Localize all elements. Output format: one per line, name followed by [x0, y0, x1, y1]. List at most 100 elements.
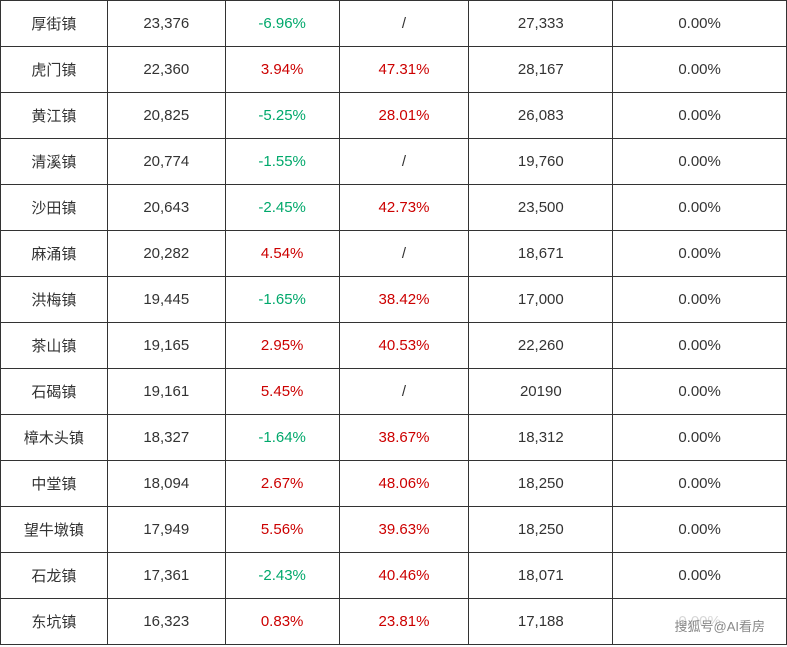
- cell-price: 22,360: [107, 47, 225, 93]
- cell-other: 18,671: [469, 231, 613, 277]
- cell-other: 18,250: [469, 507, 613, 553]
- cell-pct2: 48.06%: [339, 461, 469, 507]
- cell-pct1: 5.45%: [225, 369, 339, 415]
- table-row: 中堂镇18,0942.67%48.06%18,2500.00%: [1, 461, 787, 507]
- cell-other: 19,760: [469, 139, 613, 185]
- table-body: 厚街镇23,376-6.96%/27,3330.00%虎门镇22,3603.94…: [1, 1, 787, 645]
- cell-name: 麻涌镇: [1, 231, 108, 277]
- table-row: 麻涌镇20,2824.54%/18,6710.00%: [1, 231, 787, 277]
- cell-name: 茶山镇: [1, 323, 108, 369]
- cell-last: 0.00%: [613, 47, 787, 93]
- cell-pct1: -2.45%: [225, 185, 339, 231]
- cell-name: 沙田镇: [1, 185, 108, 231]
- cell-price: 18,094: [107, 461, 225, 507]
- cell-pct1: 2.95%: [225, 323, 339, 369]
- table-row: 石碣镇19,1615.45%/201900.00%: [1, 369, 787, 415]
- cell-last: 0.00%: [613, 369, 787, 415]
- cell-price: 20,643: [107, 185, 225, 231]
- cell-pct1: 3.94%: [225, 47, 339, 93]
- cell-last: 0.00%: [613, 277, 787, 323]
- table-row: 清溪镇20,774-1.55%/19,7600.00%: [1, 139, 787, 185]
- table-row: 樟木头镇18,327-1.64%38.67%18,3120.00%: [1, 415, 787, 461]
- table-row: 茶山镇19,1652.95%40.53%22,2600.00%: [1, 323, 787, 369]
- cell-pct2: 42.73%: [339, 185, 469, 231]
- cell-other: 26,083: [469, 93, 613, 139]
- cell-name: 石龙镇: [1, 553, 108, 599]
- table-row: 石龙镇17,361-2.43%40.46%18,0710.00%: [1, 553, 787, 599]
- cell-last: 0.00%: [613, 231, 787, 277]
- cell-pct2: /: [339, 1, 469, 47]
- cell-price: 17,361: [107, 553, 225, 599]
- cell-price: 18,327: [107, 415, 225, 461]
- cell-pct2: /: [339, 231, 469, 277]
- cell-pct2: 38.42%: [339, 277, 469, 323]
- price-table: 厚街镇23,376-6.96%/27,3330.00%虎门镇22,3603.94…: [0, 0, 787, 645]
- cell-other: 18,071: [469, 553, 613, 599]
- cell-pct1: -1.65%: [225, 277, 339, 323]
- cell-last: 0.00%: [613, 93, 787, 139]
- table-row: 望牛墩镇17,9495.56%39.63%18,2500.00%: [1, 507, 787, 553]
- cell-pct2: 23.81%: [339, 599, 469, 645]
- cell-pct1: -2.43%: [225, 553, 339, 599]
- cell-name: 黄江镇: [1, 93, 108, 139]
- cell-last: 0.00%: [613, 415, 787, 461]
- cell-price: 17,949: [107, 507, 225, 553]
- cell-price: 19,161: [107, 369, 225, 415]
- cell-last: 0.00%: [613, 185, 787, 231]
- cell-name: 樟木头镇: [1, 415, 108, 461]
- cell-price: 16,323: [107, 599, 225, 645]
- cell-price: 19,445: [107, 277, 225, 323]
- cell-other: 27,333: [469, 1, 613, 47]
- table-row: 洪梅镇19,445-1.65%38.42%17,0000.00%: [1, 277, 787, 323]
- table-row: 厚街镇23,376-6.96%/27,3330.00%: [1, 1, 787, 47]
- cell-other: 17,188: [469, 599, 613, 645]
- cell-price: 20,282: [107, 231, 225, 277]
- cell-name: 望牛墩镇: [1, 507, 108, 553]
- cell-last: 0.00%: [613, 139, 787, 185]
- cell-price: 23,376: [107, 1, 225, 47]
- cell-name: 洪梅镇: [1, 277, 108, 323]
- cell-pct1: -5.25%: [225, 93, 339, 139]
- cell-last: 0.00%: [613, 323, 787, 369]
- watermark-text: 搜狐号@AI看房: [671, 614, 769, 637]
- cell-price: 19,165: [107, 323, 225, 369]
- cell-pct1: -1.64%: [225, 415, 339, 461]
- table-row: 沙田镇20,643-2.45%42.73%23,5000.00%: [1, 185, 787, 231]
- cell-other: 23,500: [469, 185, 613, 231]
- cell-name: 清溪镇: [1, 139, 108, 185]
- cell-other: 17,000: [469, 277, 613, 323]
- cell-pct2: 38.67%: [339, 415, 469, 461]
- cell-pct2: 40.46%: [339, 553, 469, 599]
- cell-pct2: 47.31%: [339, 47, 469, 93]
- cell-name: 中堂镇: [1, 461, 108, 507]
- cell-price: 20,825: [107, 93, 225, 139]
- cell-last: 0.00%: [613, 507, 787, 553]
- table-row: 黄江镇20,825-5.25%28.01%26,0830.00%: [1, 93, 787, 139]
- cell-price: 20,774: [107, 139, 225, 185]
- cell-pct2: 28.01%: [339, 93, 469, 139]
- cell-other: 28,167: [469, 47, 613, 93]
- cell-last: 0.00%: [613, 461, 787, 507]
- cell-pct2: /: [339, 369, 469, 415]
- cell-name: 厚街镇: [1, 1, 108, 47]
- cell-other: 22,260: [469, 323, 613, 369]
- cell-pct2: 39.63%: [339, 507, 469, 553]
- cell-pct1: -1.55%: [225, 139, 339, 185]
- cell-pct1: -6.96%: [225, 1, 339, 47]
- table-row: 虎门镇22,3603.94%47.31%28,1670.00%: [1, 47, 787, 93]
- table-row: 东坑镇16,3230.83%23.81%17,1880.00%: [1, 599, 787, 645]
- cell-last: 0.00%: [613, 1, 787, 47]
- cell-pct2: /: [339, 139, 469, 185]
- cell-other: 20190: [469, 369, 613, 415]
- cell-name: 石碣镇: [1, 369, 108, 415]
- cell-other: 18,312: [469, 415, 613, 461]
- cell-name: 虎门镇: [1, 47, 108, 93]
- cell-name: 东坑镇: [1, 599, 108, 645]
- cell-pct1: 5.56%: [225, 507, 339, 553]
- cell-last: 0.00%: [613, 553, 787, 599]
- cell-pct1: 4.54%: [225, 231, 339, 277]
- cell-pct1: 2.67%: [225, 461, 339, 507]
- cell-other: 18,250: [469, 461, 613, 507]
- cell-pct1: 0.83%: [225, 599, 339, 645]
- cell-pct2: 40.53%: [339, 323, 469, 369]
